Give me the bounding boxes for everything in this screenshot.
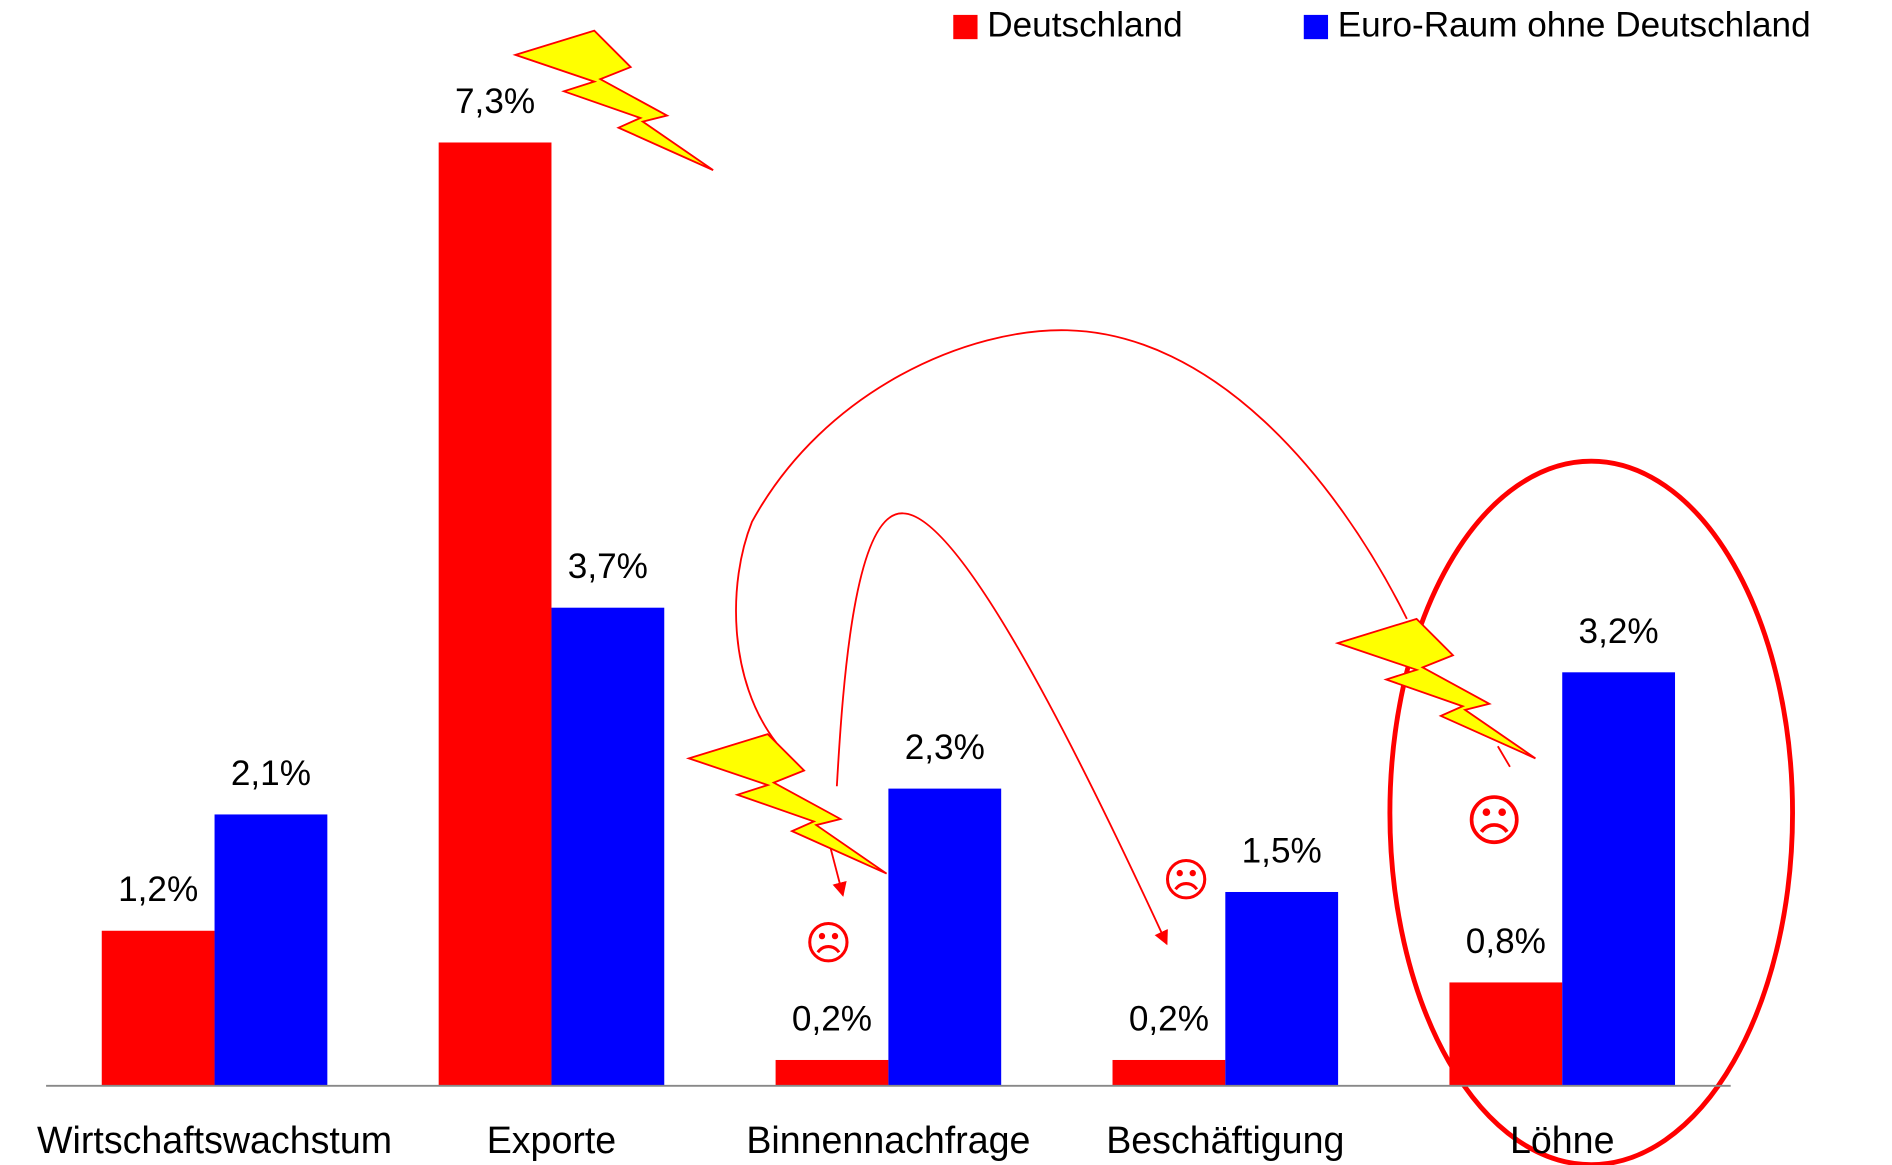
- bar: [1449, 982, 1563, 1086]
- annotation: ☹: [1162, 853, 1210, 907]
- data-label: 1,5%: [1242, 831, 1322, 870]
- legend-swatch: [1303, 14, 1329, 40]
- data-label: 3,2%: [1579, 612, 1659, 651]
- decorations: [514, 29, 1537, 875]
- bar: [1562, 672, 1676, 1086]
- data-label: 7,3%: [455, 82, 535, 121]
- lightning: [687, 733, 888, 875]
- bar: [438, 142, 552, 1086]
- arrow-curve: [835, 512, 1168, 946]
- legend-label: Euro-Raum ohne Deutschland: [1338, 5, 1811, 44]
- x-tick-label: Binnennachfrage: [746, 1119, 1030, 1161]
- lightning: [1336, 617, 1537, 760]
- bar: [214, 814, 328, 1086]
- data-label: 2,1%: [231, 754, 311, 793]
- bar: [1112, 1059, 1226, 1086]
- annotation: ☹: [1465, 789, 1523, 854]
- x-tick-label: Exporte: [487, 1119, 617, 1161]
- data-label: 3,7%: [568, 547, 648, 586]
- legend-label: Deutschland: [987, 5, 1182, 44]
- x-tick-label: Beschäftigung: [1106, 1119, 1344, 1161]
- data-label: 0,2%: [792, 999, 872, 1038]
- legend-swatch: [953, 14, 978, 40]
- bar: [101, 930, 215, 1086]
- arrow-curve: [735, 329, 1408, 744]
- data-label: 0,8%: [1466, 922, 1546, 961]
- x-tick-label: Löhne: [1510, 1119, 1615, 1161]
- bar: [1225, 891, 1339, 1086]
- x-tick-label: Wirtschaftswachstum: [37, 1119, 392, 1161]
- plot: Wirtschaftswachstum 1,2% 2,1% Exporte 7,3% 3,…: [37, 5, 1811, 1160]
- arrow-tail: [1497, 745, 1511, 768]
- data-label: 0,2%: [1129, 999, 1209, 1038]
- bar: [888, 788, 1002, 1086]
- data-label: 1,2%: [118, 870, 198, 909]
- data-label: 2,3%: [905, 728, 985, 767]
- bar: [775, 1059, 889, 1086]
- bar: [551, 607, 665, 1086]
- annotation: ☹: [804, 916, 852, 970]
